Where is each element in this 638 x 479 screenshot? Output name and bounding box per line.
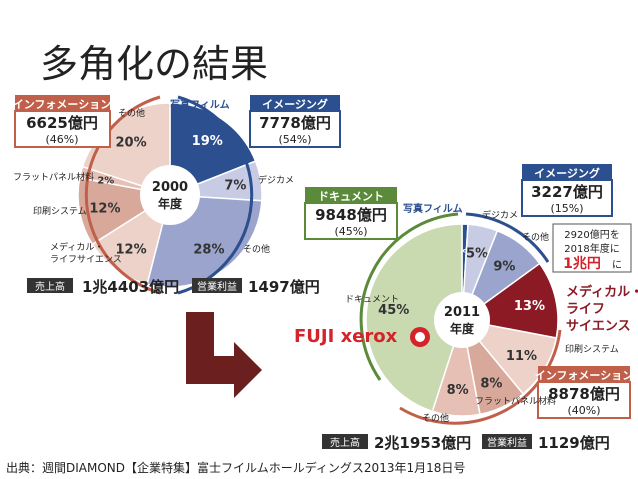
- label-medical-1-2000: メディカル・: [50, 241, 103, 253]
- info-amount-2000: 6625億円: [26, 114, 98, 132]
- info-value-box-2011: [537, 381, 631, 419]
- pie-2011: 1%5% 9% 13% 11% 8% 8% 45%: [365, 223, 559, 417]
- label-medical-2-2000: ライフサイエンス: [50, 254, 122, 265]
- center-year-2000: 2000: [152, 180, 188, 195]
- document-arc-2011: [359, 212, 459, 381]
- center-unit-2000: 年度: [158, 196, 183, 211]
- label-photo-film-2000: 写真フィルム: [170, 98, 230, 111]
- imaging-title-box-2000: [250, 95, 340, 111]
- slice-label-1-4: 11%: [506, 349, 537, 364]
- label-digicam-2011: デジカメ: [482, 209, 518, 221]
- document-amount-2011: 9848億円: [315, 206, 387, 224]
- sales-label-2000: 売上高: [35, 280, 65, 293]
- label-other-img-2000: その他: [243, 243, 270, 255]
- medical-big-3: サイエンス: [566, 319, 631, 334]
- label-other-info-2011: その他: [422, 412, 449, 424]
- medical-note-line3: 1兆円: [563, 256, 601, 272]
- document-title-2011: ドキュメント: [318, 190, 384, 203]
- imaging-value-box-2011: [521, 179, 613, 217]
- source-citation: 出典：週間DIAMOND【企業特集】富士フイルムホールディングス2013年1月1…: [6, 460, 465, 475]
- label-other-info-2000: その他: [118, 107, 145, 119]
- document-title-box-2011: [305, 187, 397, 203]
- sales-badge-2000: [27, 278, 73, 293]
- label-flat-panel-2000: フラットパネル材料: [13, 171, 94, 183]
- info-title-box-2011: [538, 366, 630, 382]
- slice-label-0-1: 7%: [224, 179, 246, 194]
- medical-note-line2: 2018年度に: [564, 242, 619, 255]
- slice-label-1-0: 1%: [456, 248, 473, 259]
- profit-label-2011: 営業利益: [487, 436, 527, 449]
- info-arc-2011: [399, 329, 562, 425]
- xerox-mark-inner: [415, 332, 425, 342]
- slice-label-0-3: 12%: [116, 243, 147, 258]
- pie-2011-hole: [434, 292, 490, 348]
- imaging-amount-2011: 3227億円: [531, 183, 603, 201]
- chart-2000: 19% 7% 28% 12% 12% 2% 20% 2000 年度 インフォメーション 66…: [13, 95, 341, 296]
- slice-label-1-1: 5%: [466, 247, 488, 262]
- medical-big-1: メディカル・: [566, 284, 638, 300]
- imaging-share-2000: (54%): [278, 133, 311, 146]
- slice-label-1-3: 13%: [514, 299, 545, 314]
- info-title-2011: インフォメーション: [535, 369, 633, 382]
- label-digicam-2000: デジカメ: [258, 174, 294, 186]
- center-year-2011: 2011: [444, 305, 480, 320]
- label-document-2011: ドキュメント: [345, 295, 399, 305]
- slice-label-0-0: 19%: [192, 134, 223, 149]
- imaging-title-2011: イメージング: [534, 166, 600, 180]
- imaging-amount-2000: 7778億円: [259, 114, 331, 132]
- pie-2000-hole: [140, 165, 200, 225]
- imaging-arc-2011: [465, 212, 550, 263]
- slice-label-0-5: 2%: [97, 176, 114, 187]
- slide-title: 多角化の結果: [40, 42, 268, 86]
- medical-note-line3b: に: [612, 259, 622, 271]
- medical-note-box: [552, 223, 632, 273]
- info-title-2000: インフォメーション: [13, 98, 111, 111]
- document-share-2011: (45%): [334, 225, 367, 238]
- medical-big-2: ライフ: [566, 302, 605, 317]
- slice-label-1-7: 45%: [378, 303, 409, 318]
- imaging-value-box-2000: [249, 110, 341, 148]
- label-flat-panel-2011: フラットパネル材料: [475, 395, 556, 407]
- imaging-arc-2000: [177, 95, 254, 295]
- imaging-share-2011: (15%): [550, 202, 583, 215]
- imaging-title-box-2011: [522, 164, 612, 180]
- slice-label-1-6: 8%: [447, 383, 469, 398]
- document-value-box-2011: [304, 202, 398, 240]
- sales-2011: 2兆1953億円: [374, 434, 471, 452]
- label-printing-2011: 印刷システム: [565, 343, 619, 355]
- info-title-box-2000: [15, 95, 110, 111]
- slice-label-1-2: 9%: [493, 259, 515, 274]
- label-other-img-2011: その他: [522, 231, 549, 243]
- imaging-title-2000: イメージング: [262, 97, 328, 111]
- info-amount-2011: 8878億円: [548, 385, 620, 403]
- profit-badge-2011: [482, 434, 532, 449]
- label-photo-film-2011: 写真フィルム: [403, 202, 463, 215]
- profit-2000: 1497億円: [248, 278, 320, 296]
- chart-2011: 1%5% 9% 13% 11% 8% 8% 45% 2011 年度 ドキュメント 9848億…: [294, 164, 638, 452]
- medical-note-line1: 2920億円を: [564, 228, 619, 241]
- info-value-box-2000: [14, 110, 111, 148]
- slice-label-0-2: 28%: [193, 243, 224, 258]
- sales-badge-2011: [322, 434, 368, 449]
- label-printing-2000: 印刷システム: [33, 205, 87, 217]
- pie-slice-1-7: [365, 223, 463, 413]
- pie-slice-0-6: [81, 102, 171, 197]
- center-unit-2011: 年度: [450, 321, 475, 336]
- slice-label-0-6: 20%: [116, 135, 147, 150]
- sales-2000: 1兆4403億円: [82, 278, 179, 296]
- info-share-2000: (46%): [45, 133, 78, 146]
- info-arc-2000: [84, 95, 161, 295]
- pie-slice-0-0: [169, 102, 257, 197]
- profit-label-2000: 営業利益: [197, 280, 237, 293]
- transition-arrow: [186, 312, 262, 398]
- slice-label-1-5: 8%: [480, 377, 502, 392]
- info-share-2011: (40%): [567, 404, 600, 417]
- fuji-xerox-logo: FUJI xerox: [294, 326, 398, 347]
- profit-2011: 1129億円: [538, 434, 610, 452]
- slice-label-0-4: 12%: [89, 201, 120, 216]
- profit-badge-2000: [192, 278, 242, 293]
- sales-label-2011: 売上高: [330, 436, 360, 449]
